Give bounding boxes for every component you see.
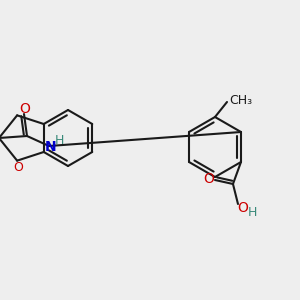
Text: O: O: [20, 102, 30, 116]
Text: O: O: [203, 172, 214, 186]
Text: N: N: [45, 140, 57, 154]
Text: H: H: [54, 134, 64, 148]
Text: CH₃: CH₃: [230, 94, 253, 106]
Text: O: O: [238, 201, 248, 215]
Text: O: O: [13, 161, 23, 174]
Text: H: H: [247, 206, 257, 218]
